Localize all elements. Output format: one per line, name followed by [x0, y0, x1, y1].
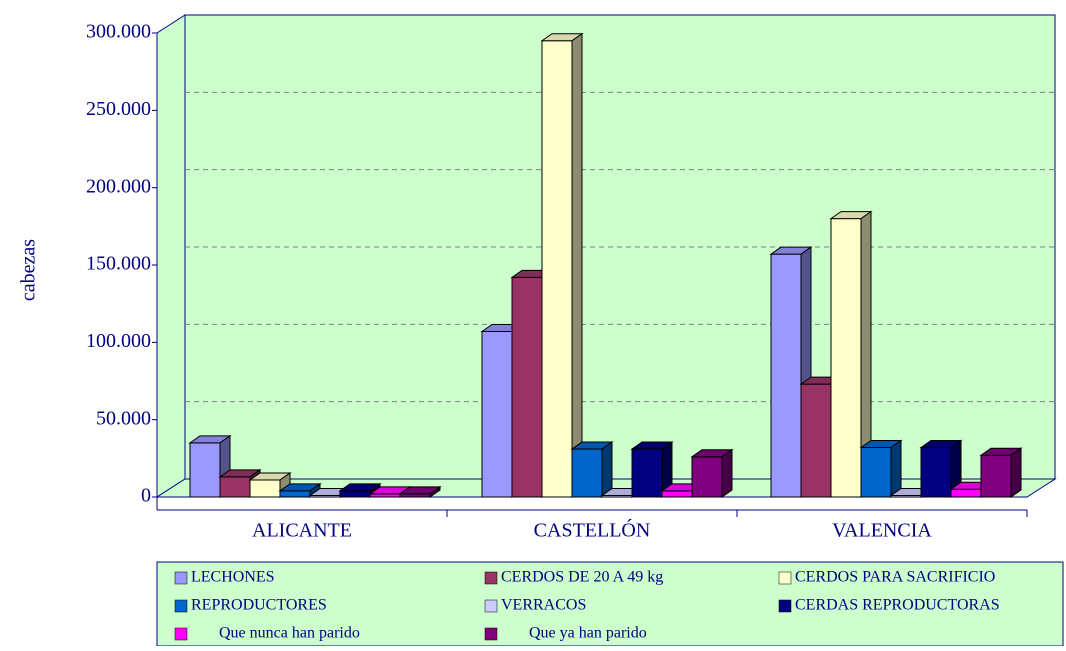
- legend-swatch: [778, 571, 792, 585]
- y-tick-label: 50.000: [96, 407, 151, 429]
- legend-label: Que ya han parido: [529, 625, 647, 642]
- legend-swatch: [778, 599, 792, 613]
- bar-front: [279, 490, 311, 498]
- legend-swatch: [484, 599, 498, 613]
- x-tick-label: CASTELLÓN: [534, 518, 651, 542]
- bar: [979, 447, 1023, 498]
- bar-side: [429, 485, 441, 498]
- bar-side: [721, 448, 733, 498]
- bar: [919, 439, 963, 498]
- legend-swatch: [174, 627, 188, 641]
- legend-label: Que nunca han parido: [219, 625, 360, 642]
- bar-front: [661, 490, 693, 498]
- y-tick-label: 100.000: [86, 330, 151, 352]
- bar: [859, 439, 903, 498]
- bar-front: [511, 276, 543, 498]
- y-axis-label: cabezas: [18, 239, 40, 301]
- bar-front: [691, 456, 723, 498]
- bar: [570, 441, 614, 498]
- bar-side: [601, 441, 613, 498]
- y-tick-label: 0: [141, 485, 151, 507]
- legend-label: CERDOS DE 20 A 49 kg: [501, 569, 663, 586]
- legend-label: REPRODUCTORES: [191, 597, 327, 614]
- bar-front: [980, 454, 1012, 498]
- bar-front: [770, 253, 802, 498]
- bar-front: [631, 448, 663, 498]
- bar: [829, 210, 873, 498]
- bar: [398, 485, 442, 498]
- bar-front: [189, 442, 221, 498]
- bar-front: [219, 476, 251, 498]
- bar-side: [571, 32, 583, 498]
- bar-front: [571, 448, 603, 498]
- legend-label: VERRACOS: [501, 597, 586, 614]
- bar-front: [950, 488, 982, 498]
- bar-front: [800, 383, 832, 498]
- side-wall: [156, 14, 186, 498]
- y-tick-label: 300.000: [86, 21, 151, 43]
- bar: [188, 434, 232, 498]
- legend-label: CERDOS PARA SACRIFICIO: [795, 569, 995, 586]
- bar-front: [339, 490, 371, 498]
- x-tick-label: ALICANTE: [252, 520, 352, 542]
- bar: [540, 32, 584, 498]
- legend-swatch: [174, 599, 188, 613]
- bar-front: [541, 40, 573, 498]
- y-tick-label: 250.000: [86, 98, 151, 120]
- legend-label: LECHONES: [191, 569, 275, 586]
- bar-side: [890, 439, 902, 498]
- bar-front: [481, 331, 513, 498]
- bar-front: [860, 447, 892, 498]
- legend-swatch: [174, 571, 188, 585]
- legend: [156, 561, 1064, 647]
- bar-front: [249, 479, 281, 498]
- y-tick-label: 150.000: [86, 253, 151, 275]
- x-tick-label: VALENCIA: [832, 520, 932, 542]
- bar: [690, 448, 734, 498]
- y-tick-label: 200.000: [86, 175, 151, 197]
- legend-swatch: [484, 571, 498, 585]
- bar-front: [830, 218, 862, 498]
- bar-front: [920, 447, 952, 498]
- bar-side: [1010, 447, 1022, 498]
- legend-label: CERDAS REPRODUCTORAS: [795, 597, 1000, 614]
- legend-swatch: [484, 627, 498, 641]
- bar: [630, 441, 674, 498]
